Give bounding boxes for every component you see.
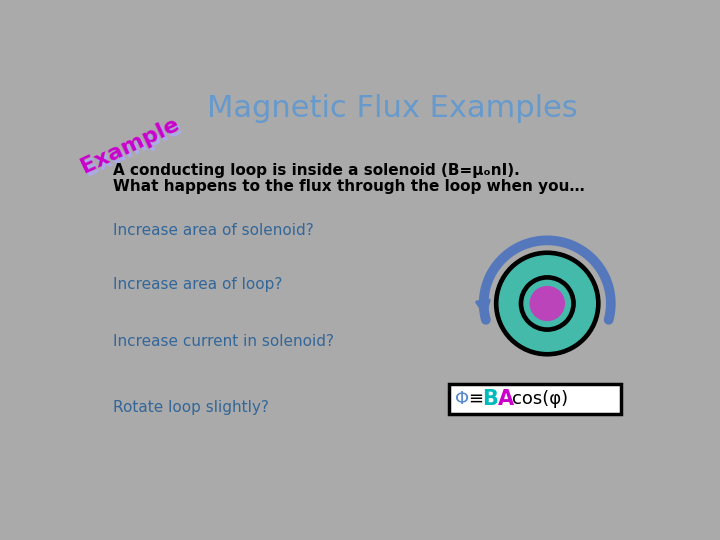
Text: A: A	[498, 389, 514, 409]
Text: Example: Example	[81, 117, 186, 180]
Text: Increase area of solenoid?: Increase area of solenoid?	[113, 222, 314, 238]
Text: Example: Example	[78, 114, 183, 177]
Text: Rotate loop slightly?: Rotate loop slightly?	[113, 400, 269, 415]
Text: Magnetic Flux Examples: Magnetic Flux Examples	[207, 94, 577, 123]
Circle shape	[524, 280, 570, 327]
Text: Φ: Φ	[455, 390, 469, 408]
Text: ≡: ≡	[468, 390, 483, 408]
Circle shape	[495, 251, 600, 356]
FancyBboxPatch shape	[449, 384, 621, 414]
Text: Increase current in solenoid?: Increase current in solenoid?	[113, 334, 334, 349]
Text: What happens to the flux through the loop when you…: What happens to the flux through the loo…	[113, 179, 585, 194]
Text: cos(φ): cos(φ)	[512, 390, 568, 408]
Text: B: B	[482, 389, 498, 409]
Circle shape	[519, 276, 575, 331]
Text: Increase area of loop?: Increase area of loop?	[113, 276, 283, 292]
Text: A conducting loop is inside a solenoid (B=μₒnI).: A conducting loop is inside a solenoid (…	[113, 164, 520, 178]
Circle shape	[530, 287, 564, 320]
Circle shape	[499, 256, 595, 351]
